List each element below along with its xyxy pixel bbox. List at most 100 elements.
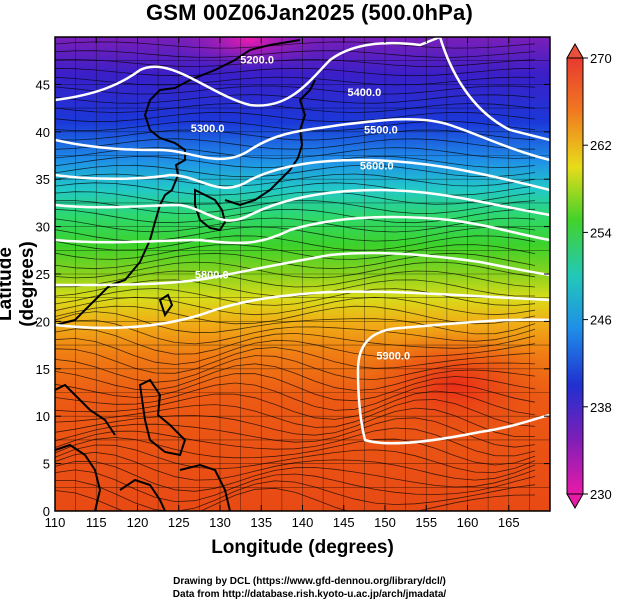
colorbar-tick-label: 230 [590,487,612,502]
x-tick-label: 150 [374,515,396,530]
contour-label: 5900.0 [376,350,410,362]
streamline [55,417,536,448]
contour-label: 5500.0 [364,125,398,137]
streamline [55,469,536,503]
x-tick-label: 130 [209,515,231,530]
streamline [55,147,536,159]
x-tick-label: 110 [45,515,66,530]
streamline [55,355,536,383]
x-tick-label: 165 [498,515,520,530]
colorbar-tick-label: 246 [590,313,612,328]
drawing-credit: Drawing by DCL (https://www.gfd-dennou.o… [173,576,446,587]
streamline [55,460,536,492]
x-tick-label: 140 [292,515,314,530]
streamline [55,390,536,420]
streamline [55,67,536,77]
contour-label: 5800.0 [195,270,229,282]
colorbar-tick-label: 254 [590,225,612,240]
x-tick-label: 135 [250,515,272,530]
y-tick-label: 35 [36,172,50,187]
streamline [55,182,536,196]
streamline [55,373,536,402]
colorbar: 270 262 254 246 238 230 [566,42,612,510]
streamline [55,270,536,288]
contour-label: 5200.0 [240,55,274,67]
streamline [55,138,536,150]
chart-title: GSM 00Z06Jan2025 (500.0hPa) [145,0,474,25]
y-tick-label: 25 [36,267,50,282]
coastlines [55,39,316,511]
streamline [55,261,536,279]
cold-core [170,37,330,70]
wind-streamlines [55,41,536,511]
contour-label: 5300.0 [191,123,225,135]
lat-lon-grid [55,37,550,511]
streamline [55,382,536,411]
streamline [55,288,536,306]
streamline [55,444,536,473]
x-tick-label: 120 [127,515,149,530]
colorbar-ticks: 270 262 254 246 238 230 [583,51,612,502]
streamline [55,244,536,260]
streamline [55,120,536,132]
streamline [55,319,536,345]
streamline [55,226,536,242]
colorbar-top-arrow [566,42,584,59]
streamline [55,363,536,391]
y-tick-label: 30 [36,220,50,235]
streamline [55,208,536,224]
streamline [55,129,536,141]
x-tick-label: 145 [333,515,355,530]
x-tick-label: 115 [86,515,107,530]
streamline [55,399,536,428]
streamline [55,437,536,466]
data-source-credit: Data from http://database.rish.kyoto-u.a… [172,589,447,600]
streamline [55,337,536,365]
streamline [55,328,536,355]
streamline [55,487,536,511]
y-tick-label: 40 [36,125,50,140]
y-tick-label: 45 [36,77,50,92]
streamline [55,296,536,316]
height-contours [55,37,550,445]
y-tick-label: 0 [43,504,50,519]
streamline [55,311,536,335]
latitude-axis: 0 5 10 15 20 25 30 35 40 45 [36,77,550,519]
colorbar-bottom-arrow [566,493,584,510]
streamline [55,217,536,233]
streamline [55,103,536,113]
streamline [55,94,536,104]
x-tick-label: 125 [168,515,190,530]
streamline [55,480,536,511]
colorbar-tick-label: 262 [590,138,612,153]
y-tick-label: 15 [36,362,50,377]
y-axis-label: Latitude (degrees) [0,241,38,327]
streamline [55,235,536,251]
map-plot-area: 5200.0 5400.0 5300.0 5500.0 5600.0 5800.0 5900… [55,37,550,511]
warm-core [360,330,550,440]
streamline [55,427,536,457]
streamline [55,407,536,438]
colorbar-tick-label: 270 [590,51,612,66]
x-tick-label: 155 [415,515,437,530]
colorbar-scale [566,57,584,495]
streamline [55,347,536,374]
streamline [55,305,536,325]
contour-label: 5600.0 [360,161,394,173]
contour-label-group: 5200.0 5400.0 5300.0 5500.0 5600.0 5800.0 5900… [191,55,410,363]
y-tick-label: 5 [43,457,50,472]
x-tick-label: 160 [457,515,479,530]
streamline [55,451,536,481]
x-axis-label: Longitude (degrees) [211,537,394,558]
streamline [55,111,536,123]
streamline [55,191,536,205]
contour-label: 5400.0 [348,87,382,99]
y-tick-label: 10 [36,409,50,424]
y-tick-label: 20 [36,314,50,329]
streamline [55,85,536,95]
colorbar-tick-label: 238 [590,400,612,415]
streamline [55,41,536,49]
streamline [55,50,536,58]
streamline [55,173,536,187]
